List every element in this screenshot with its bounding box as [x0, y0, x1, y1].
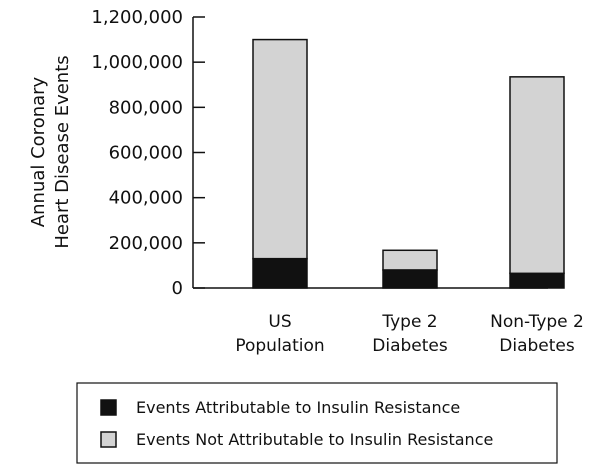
- legend-label: Events Attributable to Insulin Resistanc…: [136, 398, 460, 417]
- y-tick-label: 1,200,000: [91, 7, 183, 28]
- y-axis: 0 200,000 400,000 600,000 800,000 1,000,000 1,…: [91, 7, 205, 299]
- y-axis-title-line: Heart Disease Events: [52, 55, 73, 248]
- bar-segment-not-attributable: [252, 38, 308, 260]
- x-category-label: Non-Type 2: [490, 312, 584, 332]
- bar-segment-not-attributable: [509, 76, 565, 275]
- x-category-label: Population: [235, 336, 324, 356]
- y-tick-label: 600,000: [109, 143, 183, 164]
- y-axis-title-line: Annual Coronary: [28, 76, 49, 227]
- bar-segment-attributable: [509, 272, 565, 289]
- y-tick-label: 1,000,000: [91, 52, 183, 73]
- x-category-label: Diabetes: [499, 336, 575, 356]
- legend-swatch-attributable: [100, 399, 117, 416]
- legend-box: [76, 382, 558, 464]
- legend-swatch-not-attributable: [100, 431, 117, 448]
- bar-segment-not-attributable: [382, 249, 438, 271]
- x-category-label: US: [268, 312, 291, 332]
- y-tick-label: 800,000: [109, 97, 183, 118]
- x-category-label: Diabetes: [372, 336, 448, 356]
- bars: [252, 38, 565, 289]
- bar-segment-attributable: [382, 269, 438, 289]
- legend-label: Events Not Attributable to Insulin Resis…: [136, 430, 493, 449]
- y-axis-title: Annual Coronary Heart Disease Events: [28, 55, 73, 248]
- y-tick-label: 0: [172, 278, 183, 299]
- y-tick-label: 400,000: [109, 188, 183, 209]
- bar-segment-attributable: [252, 257, 308, 289]
- x-category-label: Type 2: [381, 312, 437, 332]
- legend: Events Attributable to Insulin Resistanc…: [76, 382, 558, 464]
- x-axis: US Population Type 2 Diabetes Non-Type 2 Diab…: [193, 287, 584, 356]
- y-tick-label: 200,000: [109, 233, 183, 254]
